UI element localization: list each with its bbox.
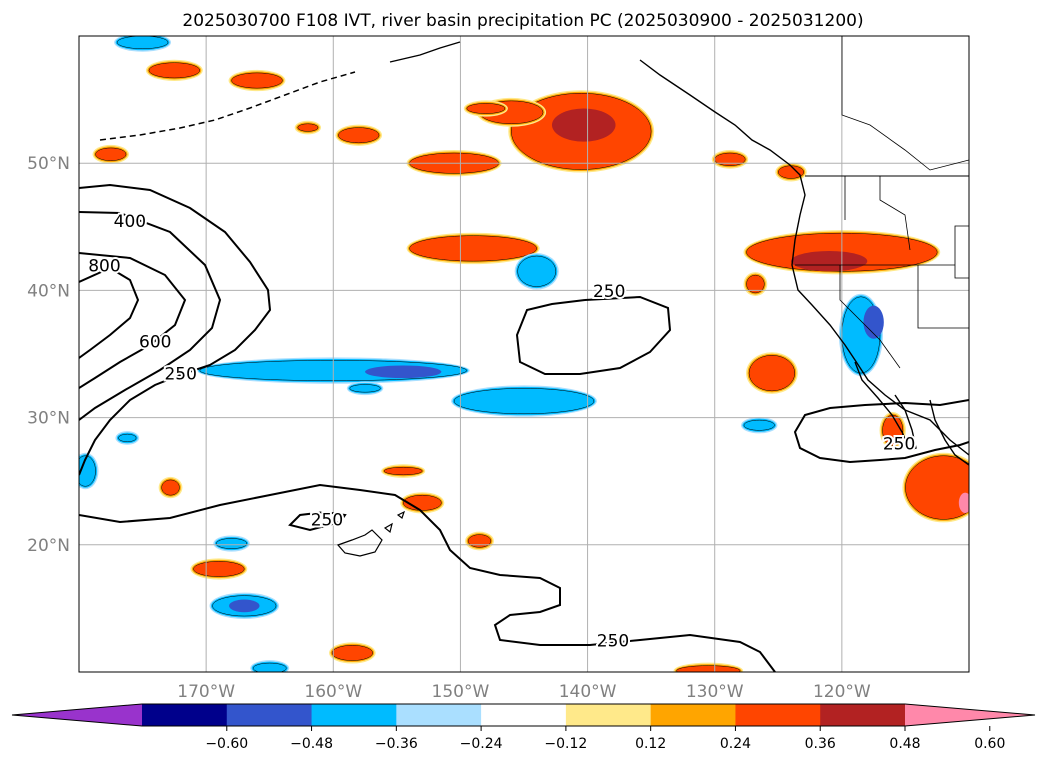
- pc-positive-region: [297, 123, 319, 132]
- pc-positive-region: [467, 534, 492, 548]
- ivt-contour-250-south: [79, 483, 776, 672]
- coastlines-borders: [99, 36, 969, 557]
- colorbar-segment: [226, 704, 313, 726]
- contour-label-group: 400 800 600 250 250 250 250 250: [86, 210, 917, 654]
- ivt-contour-250-hawaii: [288, 510, 347, 532]
- pc-negative-region: [252, 662, 287, 672]
- colorbar-segment: [142, 704, 228, 726]
- pc-negative-region: [517, 255, 557, 287]
- contour-label: 400: [114, 212, 146, 232]
- colorbar-segment: [650, 704, 736, 726]
- colorbar-tick-label: 0.48: [889, 736, 920, 752]
- precipitation-pc-fill: [79, 36, 969, 672]
- x-axis-ticks: 170°W 160°W 150°W 140°W 130°W 120°W: [177, 682, 871, 702]
- gridlines: [79, 36, 969, 672]
- pc-negative-region: [743, 419, 775, 431]
- colorbar-segment: [820, 704, 906, 726]
- pc-positive-region: [231, 72, 283, 89]
- colorbar-segment: [396, 704, 482, 726]
- x-tick-label: 170°W: [177, 682, 235, 702]
- x-tick-label: 140°W: [559, 682, 617, 702]
- colorbar-tick-label: −0.60: [205, 736, 248, 752]
- aleutian-islands: [99, 71, 356, 141]
- contour-label: 250: [883, 434, 915, 454]
- contour-label: 250: [311, 511, 343, 531]
- colorbar-outline: [11, 703, 1036, 727]
- colorbar-extend-high: [905, 704, 1035, 726]
- colorbar-segment: [735, 704, 821, 726]
- pc-negative-region: [863, 305, 884, 339]
- mexico-mainland-coast: [929, 399, 969, 466]
- ivt-contour-250-east: [793, 399, 969, 464]
- contour-label: 600: [139, 333, 171, 353]
- ivt-contour-250-west: [79, 183, 272, 476]
- colorbar-tick-label: 0.24: [720, 736, 751, 752]
- x-tick-label: 120°W: [813, 682, 871, 702]
- y-tick-label: 40°N: [27, 281, 70, 301]
- pc-positive-region: [791, 250, 868, 272]
- pc-positive-region: [551, 108, 616, 142]
- pc-positive-region: [409, 235, 537, 262]
- y-tick-label: 30°N: [27, 409, 70, 429]
- colorbar-tick-label: −0.24: [460, 736, 503, 752]
- pc-positive-region: [383, 466, 423, 476]
- ivt-contours: [79, 183, 969, 672]
- baja-california-coastline: [854, 361, 917, 451]
- pc-positive-region: [338, 127, 380, 144]
- colorbar-segment: [565, 704, 652, 726]
- pc-positive-region: [958, 492, 969, 513]
- pc-positive-region: [748, 355, 796, 392]
- pc-positive-region: [161, 479, 180, 496]
- colorbar-tick-label: 0.12: [635, 736, 666, 752]
- map-frame: [78, 35, 970, 673]
- pc-negative-region: [229, 599, 260, 613]
- hawaii-islands: [336, 510, 406, 557]
- us-state-borders: [795, 176, 969, 369]
- ivt-contour-400: [79, 211, 222, 421]
- colorbar-segment: [311, 704, 397, 726]
- y-tick-label: 20°N: [27, 536, 70, 556]
- pc-negative-region: [216, 538, 248, 549]
- pc-negative-region: [116, 36, 169, 49]
- colorbar-segment: [481, 704, 567, 726]
- canada-interior-borders: [841, 36, 969, 171]
- pc-positive-region: [193, 561, 245, 577]
- x-tick-label: 150°W: [432, 682, 490, 702]
- alaska-peninsula: [389, 41, 461, 63]
- colorbar-tick-label: 0.36: [805, 736, 836, 752]
- contour-label: 800: [88, 256, 120, 276]
- pc-positive-region: [95, 147, 127, 161]
- pc-positive-region: [746, 274, 765, 294]
- x-tick-label: 130°W: [686, 682, 744, 702]
- y-tick-label: 50°N: [27, 154, 70, 174]
- ivt-contour-250-central: [515, 295, 672, 375]
- contour-label: 250: [164, 364, 196, 384]
- x-tick-label: 160°W: [304, 682, 362, 702]
- ivt-contour-800: [79, 266, 140, 359]
- chart-title: 2025030700 F108 IVT, river basin precipi…: [182, 11, 863, 31]
- contour-label: 250: [597, 632, 629, 652]
- pc-positive-region: [714, 152, 746, 166]
- pc-positive-region: [331, 645, 373, 661]
- colorbar-tick-label: −0.12: [544, 736, 587, 752]
- ivt-contour-600: [79, 252, 187, 389]
- colorbar-tick-label: −0.36: [375, 736, 418, 752]
- y-axis-ticks: 20°N 30°N 40°N 50°N: [27, 154, 70, 556]
- pc-negative-region: [365, 365, 442, 379]
- colorbar: −0.60 −0.48 −0.36 −0.24 −0.12 0.12 0.24 0.36 0.4…: [11, 703, 1036, 752]
- contour-label: 250: [593, 282, 625, 302]
- north-america-coastline: [639, 59, 969, 456]
- pc-positive-region: [148, 62, 201, 79]
- pc-negative-region: [453, 388, 595, 415]
- pc-positive-region: [905, 455, 969, 520]
- pc-negative-region: [349, 384, 381, 393]
- colorbar-tick-label: −0.48: [290, 736, 333, 752]
- pc-positive-region: [676, 665, 741, 672]
- pc-negative-region: [118, 433, 137, 443]
- colorbar-tick-label: 0.60: [974, 736, 1005, 752]
- colorbar-extend-low: [12, 704, 142, 726]
- pc-positive-region: [466, 103, 506, 114]
